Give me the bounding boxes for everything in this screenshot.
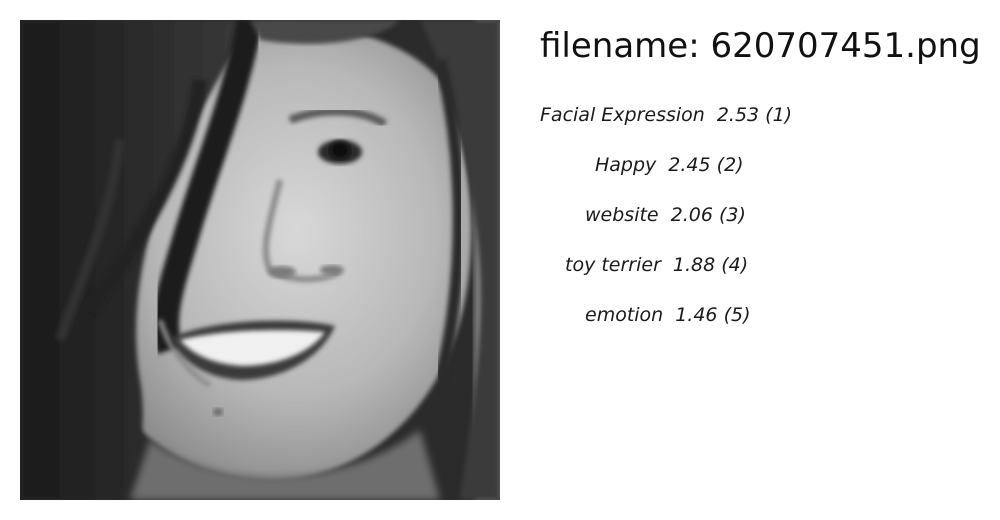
- label-name: Happy: [595, 154, 657, 176]
- label-score: 1.46: [675, 304, 718, 326]
- label-score-entry: Happy 2.45 (2): [595, 151, 744, 179]
- label-score-entry: Facial Expression 2.53 (1): [540, 101, 792, 129]
- label-score-row: website 2.06 (3): [540, 201, 920, 229]
- portrait-photo: [20, 20, 500, 500]
- label-score: 2.06: [670, 204, 713, 226]
- label-score-entry: toy terrier 1.88 (4): [565, 251, 748, 279]
- label-name: website: [585, 204, 659, 226]
- label-rank: (1): [765, 104, 793, 126]
- label-score-row: emotion 1.46 (5): [540, 301, 920, 329]
- label-name: emotion: [585, 304, 664, 326]
- label-rank: (4): [721, 254, 749, 276]
- label-score: 2.53: [716, 104, 760, 126]
- label-score: 1.88: [672, 254, 716, 276]
- label-score-row: Facial Expression 2.53 (1): [540, 101, 920, 129]
- label-score: 2.45: [668, 154, 711, 176]
- label-name: toy terrier: [565, 254, 661, 276]
- label-score-row: toy terrier 1.88 (4): [540, 251, 920, 279]
- label-rank: (5): [723, 304, 751, 326]
- filename-title: filename: 620707451.png: [540, 26, 981, 66]
- label-rank: (3): [718, 204, 746, 226]
- label-score-entry: website 2.06 (3): [585, 201, 746, 229]
- label-rank: (2): [716, 154, 744, 176]
- portrait-illustration: [20, 20, 500, 500]
- label-score-row: Happy 2.45 (2): [540, 151, 920, 179]
- label-name: Facial Expression: [540, 104, 705, 126]
- label-score-entry: emotion 1.46 (5): [585, 301, 751, 329]
